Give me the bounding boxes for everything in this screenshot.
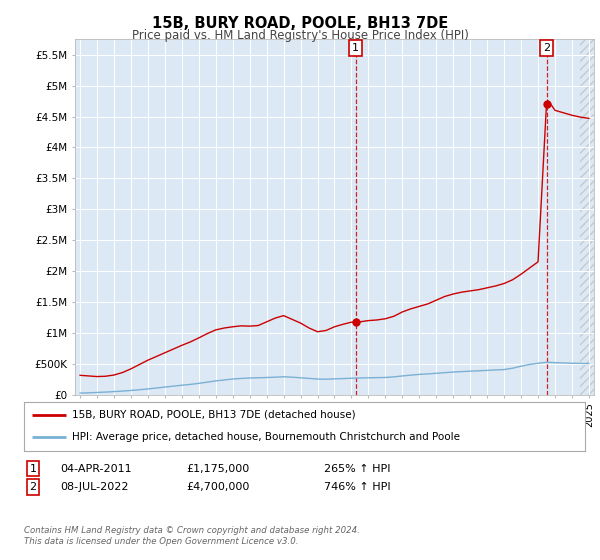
Bar: [580, 39, 598, 395]
Text: 04-APR-2011: 04-APR-2011: [60, 464, 131, 474]
Text: 2: 2: [543, 43, 550, 53]
Text: 265% ↑ HPI: 265% ↑ HPI: [324, 464, 391, 474]
Text: 1: 1: [352, 43, 359, 53]
Text: 746% ↑ HPI: 746% ↑ HPI: [324, 482, 391, 492]
Text: £1,175,000: £1,175,000: [186, 464, 249, 474]
Text: 1: 1: [29, 464, 37, 474]
Text: Contains HM Land Registry data © Crown copyright and database right 2024.
This d: Contains HM Land Registry data © Crown c…: [24, 526, 360, 546]
Text: HPI: Average price, detached house, Bournemouth Christchurch and Poole: HPI: Average price, detached house, Bour…: [71, 432, 460, 442]
Text: £4,700,000: £4,700,000: [186, 482, 250, 492]
Text: 2: 2: [29, 482, 37, 492]
Text: 15B, BURY ROAD, POOLE, BH13 7DE (detached house): 15B, BURY ROAD, POOLE, BH13 7DE (detache…: [71, 410, 355, 420]
Text: 08-JUL-2022: 08-JUL-2022: [60, 482, 128, 492]
Text: 15B, BURY ROAD, POOLE, BH13 7DE: 15B, BURY ROAD, POOLE, BH13 7DE: [152, 16, 448, 31]
Text: Price paid vs. HM Land Registry's House Price Index (HPI): Price paid vs. HM Land Registry's House …: [131, 29, 469, 42]
